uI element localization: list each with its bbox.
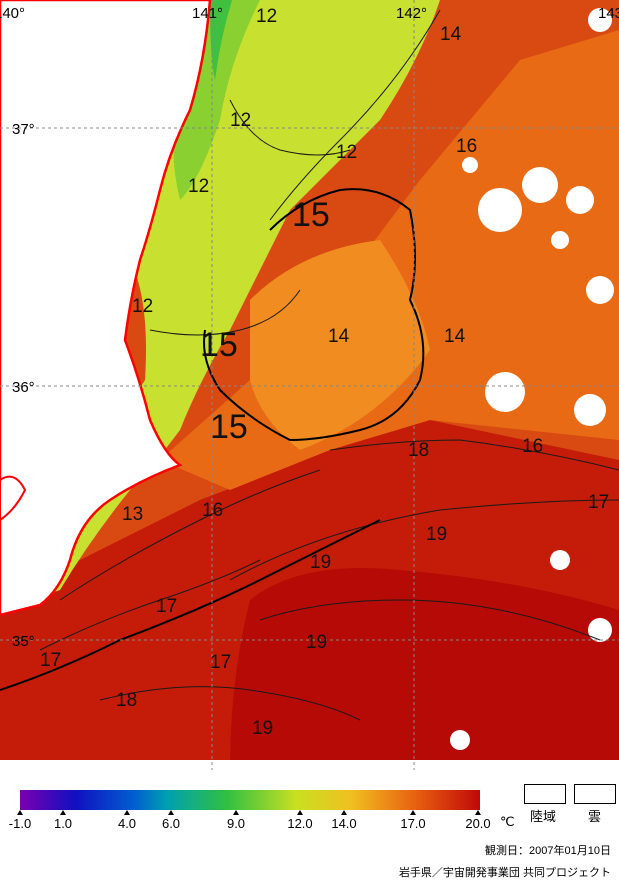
cloud-key-label: 雲: [588, 809, 602, 824]
cloud-key-swatch: [574, 784, 616, 804]
coldest-strip: [210, 0, 232, 80]
contour-label: 12: [230, 110, 251, 131]
contour-label: 18: [116, 690, 137, 711]
scale-tick-label: 14.0: [331, 816, 357, 831]
bold-contours: [0, 188, 425, 691]
scale-tick-label: 4.0: [117, 816, 137, 831]
color-scale-bar: [20, 790, 480, 810]
contour-label: 19: [310, 552, 331, 573]
contour-label: 17: [210, 652, 231, 673]
contour-label: 14: [328, 326, 350, 347]
contour-label: 16: [522, 436, 543, 457]
land-key-swatch: [524, 784, 566, 804]
cloud-patches: [450, 8, 614, 750]
scale-tick-label: 1.0: [53, 816, 73, 831]
contour-label: 12: [336, 142, 357, 163]
warmest-water-region: [230, 568, 619, 770]
contour-label: 13: [122, 504, 143, 525]
contour-label: 16: [202, 500, 223, 521]
contour-label: 14: [440, 24, 462, 45]
land-key-label: 陸域: [530, 809, 557, 824]
contour-label: 18: [408, 440, 429, 461]
contour-label: 15: [200, 326, 238, 364]
contour-label: 16: [456, 136, 477, 157]
scale-tick-label: 12.0: [287, 816, 313, 831]
scale-tick-label: 17.0: [400, 816, 426, 831]
temperature-unit: ℃: [500, 814, 515, 829]
contour-label: 17: [588, 492, 609, 513]
scale-tick-label: -1.0: [8, 816, 32, 831]
lon-label-143: 143°: [598, 5, 619, 22]
credit-line: 岩手県／宇宙開発事業団 共同プロジェクト: [398, 867, 611, 879]
sst-map: 37° 36° 35° 140° 141° 142° 143° 12 14 12…: [0, 0, 619, 770]
lat-label-36: 36°: [12, 379, 35, 396]
lat-label-35: 35°: [12, 633, 35, 650]
contour-label: 15: [292, 196, 330, 234]
contour-label: 19: [306, 632, 327, 653]
lon-label-141: 141°: [192, 5, 223, 22]
contour-labels: 12 14 12 12 16 12 15 12 15 14 14 15 18 1…: [40, 6, 609, 739]
peninsula-land: [0, 475, 27, 522]
scale-tick-label: 6.0: [161, 816, 181, 831]
observation-date: 観測日：2007年01月10日: [485, 845, 611, 857]
contour-label: 12: [256, 6, 277, 27]
graticule: [0, 0, 619, 770]
contour-label: 17: [40, 650, 61, 671]
contour-label: 19: [426, 524, 447, 545]
color-scale-legend: [17, 790, 481, 815]
scale-tick-label: 20.0: [465, 816, 491, 831]
contour-label: 19: [252, 718, 273, 739]
contour-label: 12: [132, 296, 153, 317]
contour-label: 12: [188, 176, 209, 197]
contour-lines: [39, 9, 619, 721]
lon-label-140: 140°: [0, 5, 25, 22]
contour-label: 15: [210, 408, 248, 446]
lat-label-37: 37°: [12, 121, 35, 138]
contour-label: 17: [156, 596, 177, 617]
land-area: [0, 0, 212, 617]
scale-ticks: [17, 810, 481, 815]
orange-region: [250, 240, 430, 450]
southern-land: [0, 760, 619, 770]
lon-label-142: 142°: [396, 5, 427, 22]
contour-label: 14: [444, 326, 466, 347]
scale-tick-label: 9.0: [226, 816, 246, 831]
